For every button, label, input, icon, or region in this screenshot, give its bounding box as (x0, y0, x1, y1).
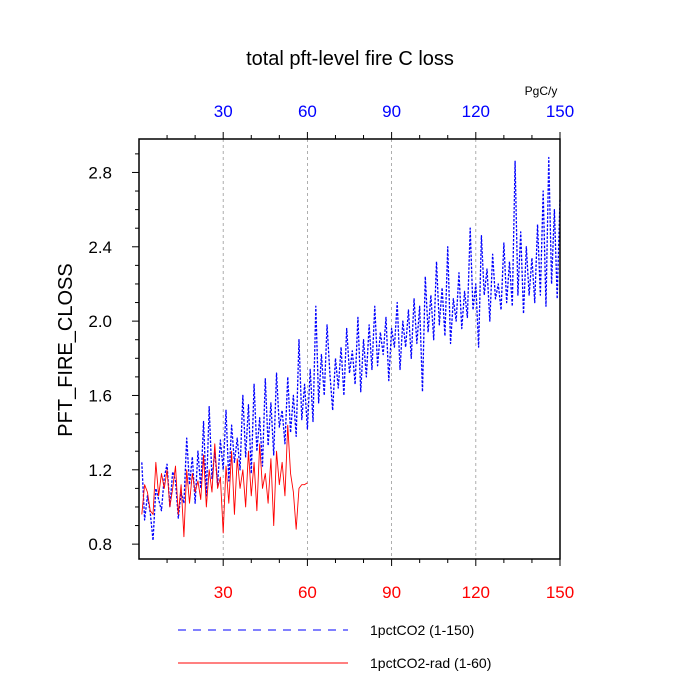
y-axis-label: PFT_FIRE_CLOSS (55, 263, 77, 436)
y-tick-label: 2.8 (88, 163, 112, 182)
series-line-1 (141, 156, 561, 542)
bottom-x-tick-label: 120 (462, 583, 490, 602)
legend: 1pctCO2 (1-150) 1pctCO2-rad (1-60) (178, 622, 491, 671)
y-tick-label: 1.2 (88, 461, 112, 480)
bottom-x-tick-label: 30 (214, 583, 233, 602)
top-x-tick-label: 30 (214, 102, 233, 121)
y-tick-label: 1.6 (88, 386, 112, 405)
top-x-tick-label: 120 (462, 102, 490, 121)
bottom-x-tick-label: 150 (546, 583, 574, 602)
axis-ticks: 30 30 60 60 90 90 120 120 150 150 0.8 1.2 1.6 2.0 2.4 2… (88, 102, 574, 602)
plot-series (141, 156, 561, 542)
y-tick-label: 2.0 (88, 312, 112, 331)
legend-label-1: 1pctCO2 (1-150) (370, 622, 474, 638)
top-axis-unit: PgC/y (525, 84, 558, 98)
top-x-tick-label: 60 (298, 102, 317, 121)
bottom-x-tick-label: 60 (298, 583, 317, 602)
top-x-tick-label: 90 (382, 102, 401, 121)
y-tick-label: 2.4 (88, 238, 112, 257)
bottom-x-tick-label: 90 (382, 583, 401, 602)
series-line-2 (141, 424, 308, 538)
y-tick-label: 0.8 (88, 535, 112, 554)
chart-title: total pft-level fire C loss (246, 48, 454, 70)
grid-lines (222, 139, 477, 559)
top-x-tick-label: 150 (546, 102, 574, 121)
plot-frame (138, 138, 561, 560)
legend-label-2: 1pctCO2-rad (1-60) (370, 655, 491, 671)
